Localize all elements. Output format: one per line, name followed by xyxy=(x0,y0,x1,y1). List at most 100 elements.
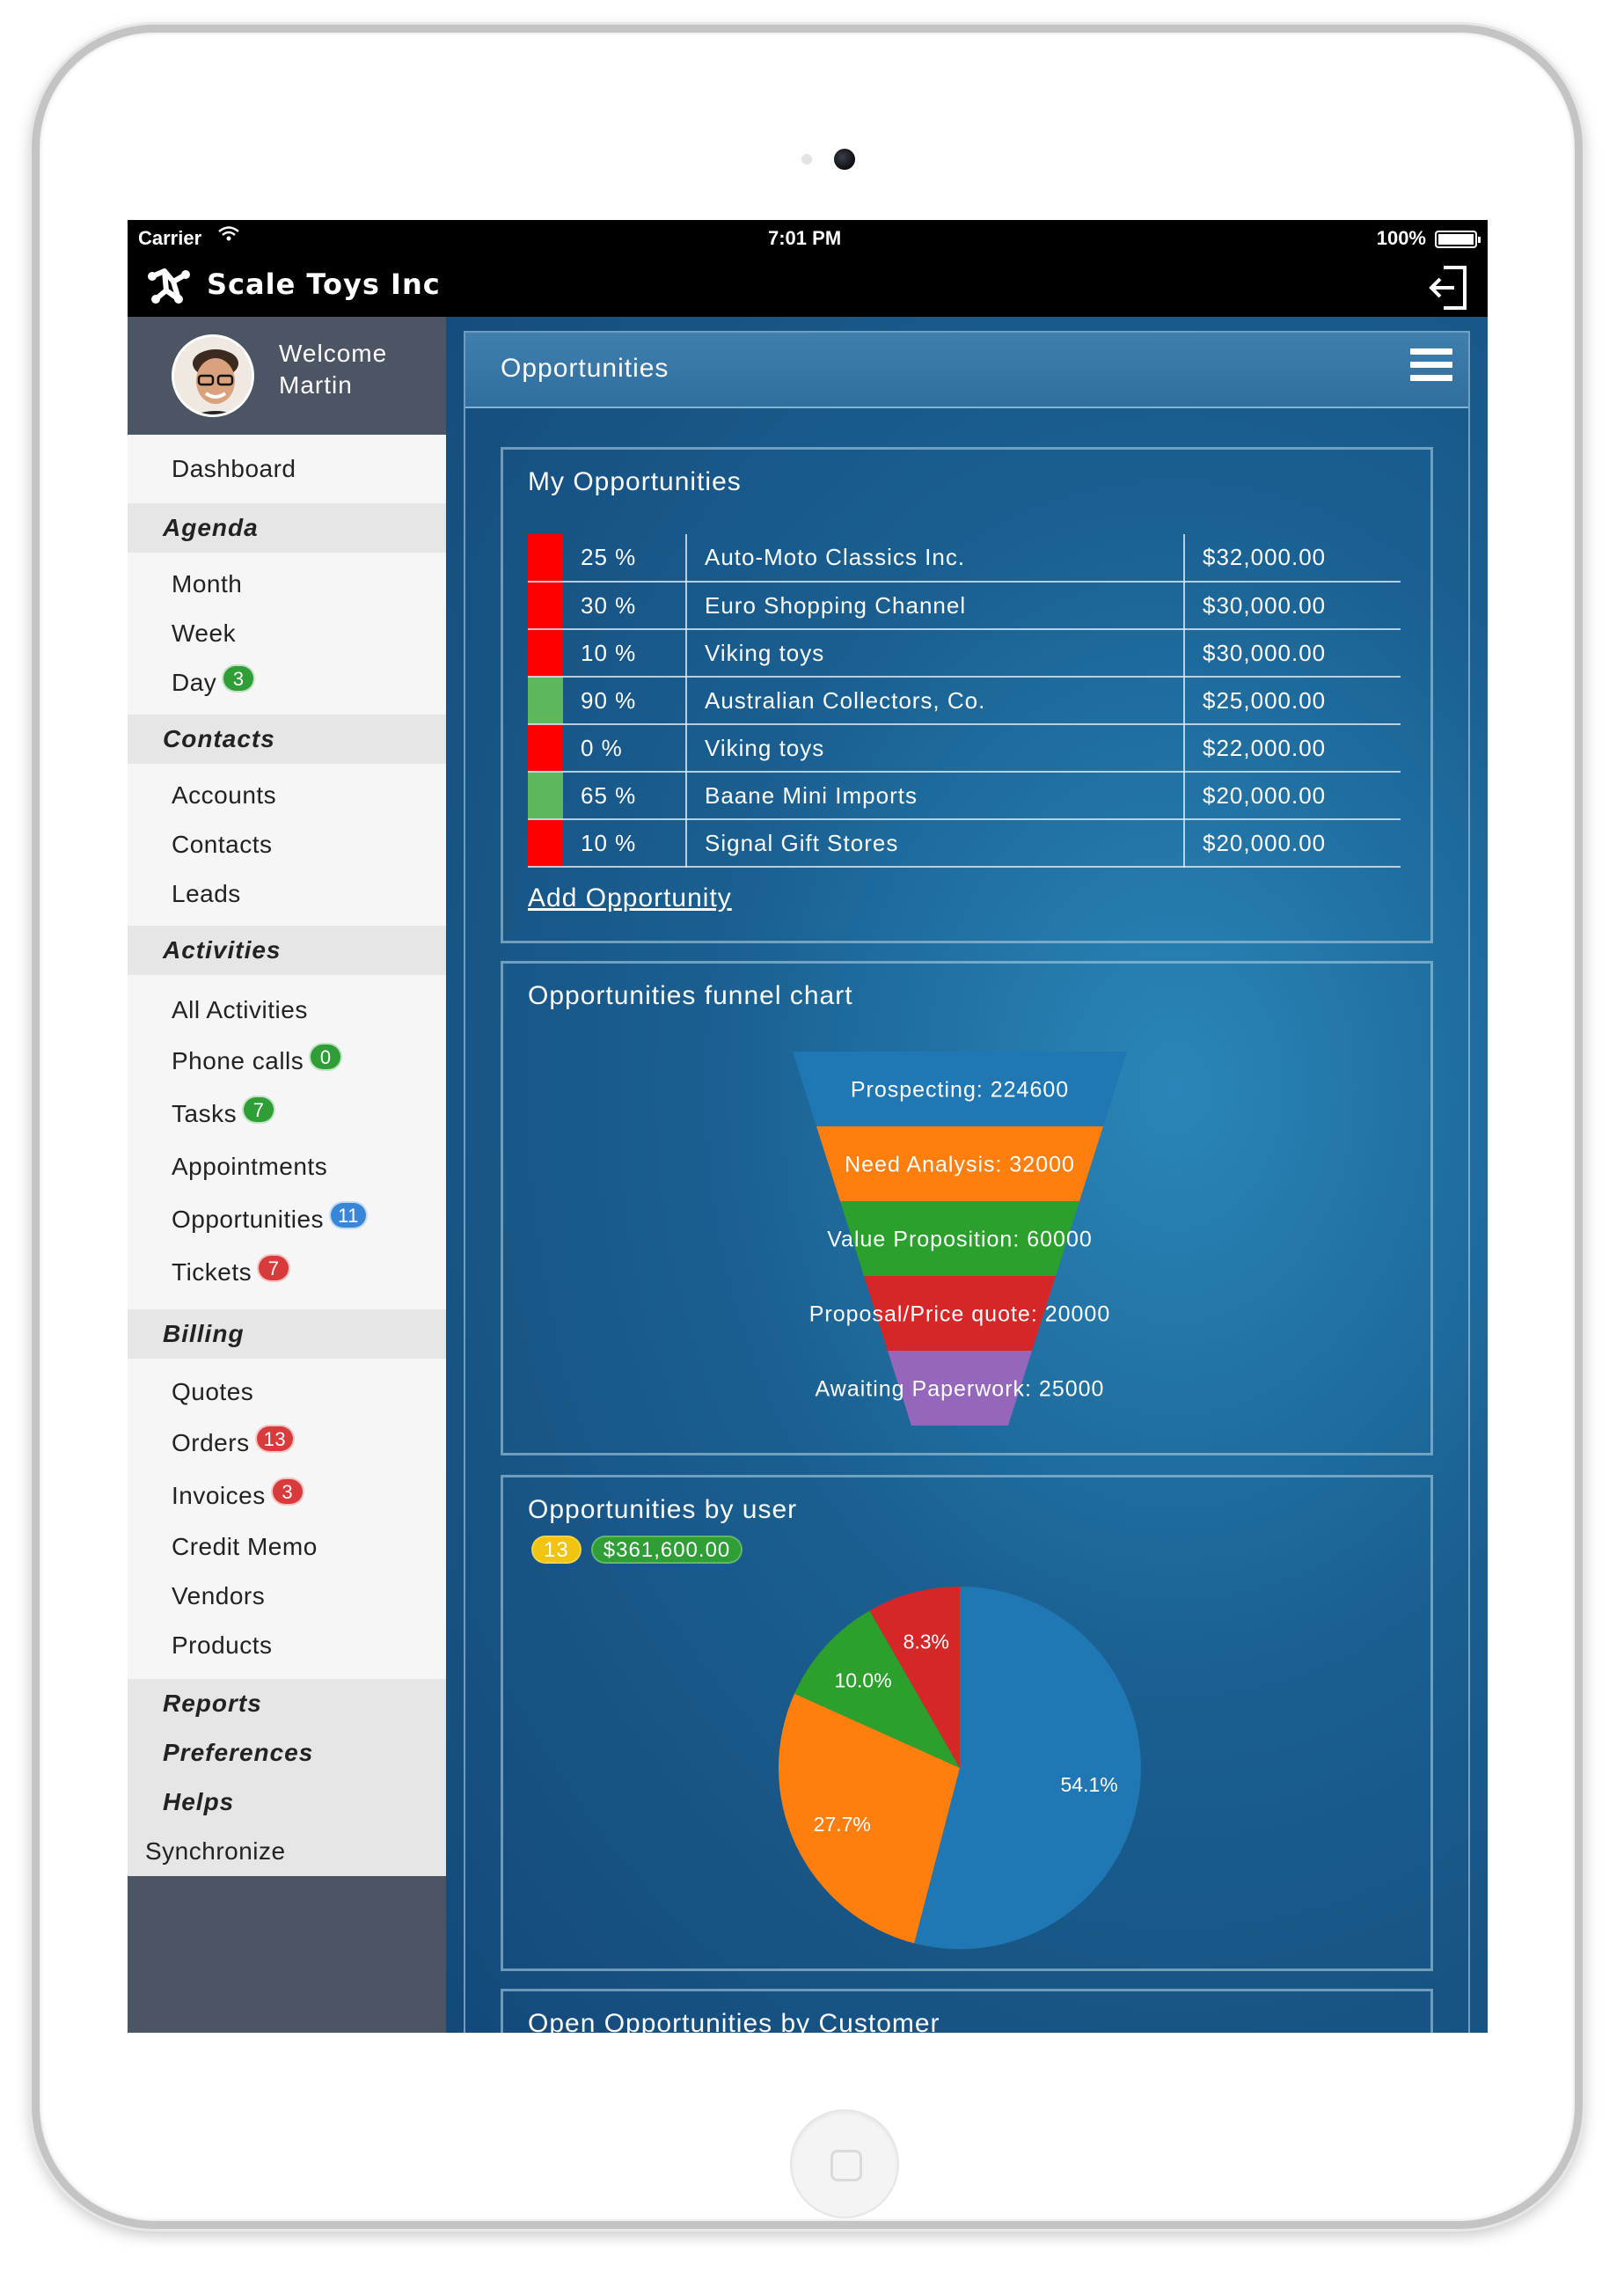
total-badge: $361,600.00 xyxy=(590,1536,743,1564)
sidebar-item-label: Day xyxy=(172,669,217,696)
panel-title: My Opportunities xyxy=(528,467,742,496)
pie-slice-label: 54.1% xyxy=(1061,1773,1118,1796)
table-row[interactable]: 10 % Signal Gift Stores $20,000.00 xyxy=(528,819,1401,868)
app-logo-icon xyxy=(148,268,190,304)
pie-slice[interactable] xyxy=(869,1587,960,1768)
hamburger-menu-icon[interactable] xyxy=(1410,348,1452,391)
sidebar-item-all-activities[interactable]: All Activities xyxy=(172,996,308,1023)
sidebar-item-credit-memo[interactable]: Credit Memo xyxy=(172,1533,318,1560)
account-cell: Viking toys xyxy=(686,724,1185,773)
count-badge: 11 xyxy=(329,1201,368,1229)
app-screen: Carrier 7:01 PM 100% Scale Toys Inc xyxy=(128,220,1488,2033)
status-swatch xyxy=(528,582,563,630)
sidebar-item-tasks[interactable]: Tasks 7 xyxy=(128,1088,446,1140)
count-badge: 7 xyxy=(242,1096,276,1124)
clock: 7:01 PM xyxy=(768,227,842,249)
open-by-customer-panel: Open Opportunities by Customer xyxy=(501,1989,1433,2033)
amount-cell: $32,000.00 xyxy=(1184,534,1401,583)
sidebar-item-contacts[interactable]: Contacts xyxy=(172,831,273,858)
sidebar-item-accounts[interactable]: Accounts xyxy=(172,781,277,809)
table-row[interactable]: 30 % Euro Shopping Channel $30,000.00 xyxy=(528,582,1401,630)
pie-slice[interactable] xyxy=(794,1610,960,1768)
account-cell: Auto-Moto Classics Inc. xyxy=(686,534,1185,583)
front-camera xyxy=(834,149,855,170)
account-cell: Viking toys xyxy=(686,629,1185,678)
sidebar-item-appointments[interactable]: Appointments xyxy=(172,1153,328,1180)
front-sensor xyxy=(801,154,812,165)
avatar[interactable] xyxy=(172,334,254,417)
count-badge: 7 xyxy=(257,1254,291,1282)
table-row[interactable]: 90 % Australian Collectors, Co. $25,000.00 xyxy=(528,677,1401,725)
wifi-icon xyxy=(218,226,239,241)
sidebar-item-vendors[interactable]: Vendors xyxy=(172,1582,266,1609)
home-button[interactable] xyxy=(790,2109,899,2218)
user-name: Martin xyxy=(279,371,353,399)
sidebar-item-label: Tasks xyxy=(172,1100,238,1127)
welcome-label: Welcome xyxy=(279,340,388,367)
sidebar-item-month[interactable]: Month xyxy=(172,570,243,597)
welcome-panel: Welcome Martin xyxy=(128,317,446,435)
sidebar-item-opportunities[interactable]: Opportunities 11 xyxy=(128,1193,446,1246)
table-row[interactable]: 10 % Viking toys $30,000.00 xyxy=(528,629,1401,678)
sidebar-item-leads[interactable]: Leads xyxy=(172,880,241,907)
top-bar: Carrier 7:01 PM 100% Scale Toys Inc xyxy=(128,220,1488,317)
add-opportunity-link[interactable]: Add Opportunity xyxy=(528,883,732,913)
pie-slice-label: 8.3% xyxy=(903,1631,949,1653)
amount-cell: $20,000.00 xyxy=(1184,772,1401,820)
pie-slice[interactable] xyxy=(914,1587,1141,1949)
logout-icon[interactable] xyxy=(1428,264,1468,312)
probability-cell: 0 % xyxy=(563,724,687,773)
sidebar-section-billing: Billing xyxy=(128,1309,446,1359)
sidebar-item-label: Opportunities xyxy=(172,1206,325,1233)
amount-cell: $22,000.00 xyxy=(1184,724,1401,773)
probability-cell: 25 % xyxy=(563,534,687,583)
panel-title: Open Opportunities by Customer xyxy=(528,2009,940,2033)
table-row[interactable]: 65 % Baane Mini Imports $20,000.00 xyxy=(528,772,1401,820)
sidebar-item-quotes[interactable]: Quotes xyxy=(172,1378,254,1405)
amount-cell: $30,000.00 xyxy=(1184,582,1401,630)
account-cell: Euro Shopping Channel xyxy=(686,582,1185,630)
sidebar-item-day[interactable]: Day 3 xyxy=(128,658,446,707)
status-swatch xyxy=(528,534,563,583)
main-content: Opportunities My Opportunities 25 % Auto-… xyxy=(446,317,1488,2033)
funnel-stage[interactable] xyxy=(864,1276,1056,1351)
funnel-stage[interactable] xyxy=(840,1201,1079,1276)
page-header: Opportunities xyxy=(465,333,1468,408)
sidebar-item-week[interactable]: Week xyxy=(172,619,237,647)
table-row[interactable]: 25 % Auto-Moto Classics Inc. $32,000.00 xyxy=(528,534,1401,583)
sidebar-section-activities: Activities xyxy=(128,926,446,975)
sidebar-item-dashboard[interactable]: Dashboard xyxy=(172,455,296,482)
probability-cell: 30 % xyxy=(563,582,687,630)
status-swatch xyxy=(528,724,563,773)
funnel-stage-label: Prospecting: 224600 xyxy=(851,1078,1069,1103)
sidebar-item-invoices[interactable]: Invoices 3 xyxy=(128,1470,446,1522)
opportunities-by-user-panel: Opportunities by user 13 $361,600.00 54.… xyxy=(501,1475,1433,1971)
sidebar-section-reports[interactable]: Reports xyxy=(128,1679,446,1728)
funnel-chart-panel: Opportunities funnel chart Prospecting: … xyxy=(501,961,1433,1455)
sidebar-item-tickets[interactable]: Tickets 7 xyxy=(128,1246,446,1299)
count-badge: 13 xyxy=(531,1536,582,1564)
funnel-stage[interactable] xyxy=(888,1351,1032,1426)
sidebar-section-agenda: Agenda xyxy=(128,503,446,553)
sidebar-item-synchronize[interactable]: Synchronize xyxy=(128,1827,446,1876)
sidebar-item-label: Tickets xyxy=(172,1258,252,1286)
sidebar-section-helps[interactable]: Helps xyxy=(128,1778,446,1827)
pie-chart: 54.1% 27.7% 10.0% 8.3% xyxy=(778,1587,1141,1949)
amount-cell: $25,000.00 xyxy=(1184,677,1401,725)
carrier-label: Carrier xyxy=(138,227,202,249)
account-cell: Baane Mini Imports xyxy=(686,772,1185,820)
amount-cell: $30,000.00 xyxy=(1184,629,1401,678)
opportunities-table: 25 % Auto-Moto Classics Inc. $32,000.00 30 … xyxy=(528,534,1401,868)
count-badge: 0 xyxy=(309,1043,343,1071)
sidebar-item-products[interactable]: Products xyxy=(172,1631,273,1659)
my-opportunities-panel: My Opportunities 25 % Auto-Moto Classics … xyxy=(501,447,1433,943)
panel-title: Opportunities by user xyxy=(528,1495,798,1524)
table-row[interactable]: 0 % Viking toys $22,000.00 xyxy=(528,724,1401,773)
sidebar-item-phone-calls[interactable]: Phone calls 0 xyxy=(128,1035,446,1088)
sidebar-section-preferences[interactable]: Preferences xyxy=(128,1728,446,1778)
sidebar-item-orders[interactable]: Orders 13 xyxy=(128,1417,446,1470)
sidebar-item-label: Orders xyxy=(172,1429,250,1456)
funnel-stage[interactable] xyxy=(816,1126,1103,1201)
funnel-stage[interactable] xyxy=(793,1052,1127,1126)
pie-slice[interactable] xyxy=(778,1693,960,1944)
